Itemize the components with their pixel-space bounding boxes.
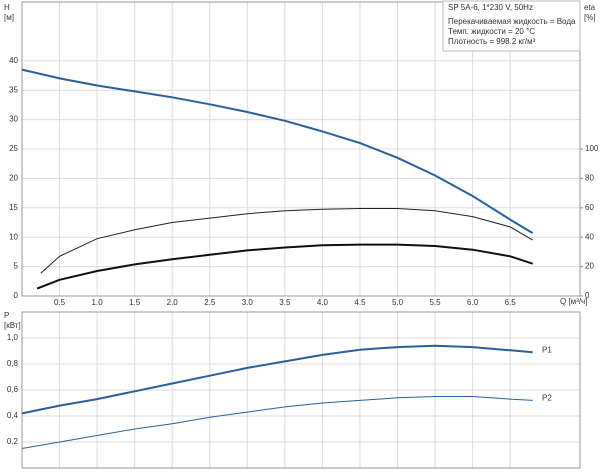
x-tick-label: 3.0	[242, 298, 254, 307]
y-tick-label: 40	[9, 56, 18, 65]
y-axis-label: [кВт]	[4, 321, 21, 330]
chart-title: SP 5A-6, 1*230 V, 50Hz	[448, 3, 533, 12]
x-tick-label: 4.5	[354, 298, 366, 307]
x-tick-label: 0.5	[54, 298, 66, 307]
y-tick-label: 0,2	[7, 437, 19, 446]
y-tick-label: 0,6	[7, 385, 19, 394]
series-line	[21, 396, 533, 449]
x-tick-label: 5.0	[392, 298, 404, 307]
y-axis-label: P	[4, 311, 9, 320]
y-tick-label: 0	[14, 291, 19, 300]
series-label: P1	[542, 345, 552, 354]
annotation: Темп. жидкости = 20 °C	[448, 27, 535, 36]
plot-layer: 0.5 1.0 1.5 2.0 2.5 3.0 3.5 4.0 4.5 5.0 5.5 6.0 6.5 0…	[7, 1, 599, 469]
y-tick-label: 5	[14, 262, 19, 271]
series-line	[40, 208, 533, 274]
y-tick-label: 20	[9, 174, 18, 183]
y2-tick-label: 20	[585, 262, 594, 271]
series-line	[36, 243, 534, 290]
y2-tick-label: 100	[585, 144, 599, 153]
y-tick-label: 0,8	[7, 359, 19, 368]
x-tick-label: 1.0	[92, 298, 104, 307]
x-tick-label: 4.0	[317, 298, 329, 307]
y2-axis-label: [%]	[584, 13, 596, 22]
x-tick-label: 6.5	[505, 298, 517, 307]
y2-tick-label: 60	[585, 203, 594, 212]
x-axis-label: Q [м³/ч]	[560, 297, 587, 306]
info-box	[442, 0, 581, 52]
x-tick-label: 6.0	[467, 298, 479, 307]
plot-frame	[21, 311, 581, 469]
y2-tick-label: 40	[585, 232, 594, 241]
y-axis-label: H	[4, 3, 10, 12]
annotation: Плотность = 998.2 кг/м³	[448, 37, 536, 46]
y-axis-label: [м]	[4, 13, 14, 22]
y-tick-label: 30	[9, 115, 18, 124]
annotation: Перекачиваемая жидкость = Вода	[448, 17, 576, 26]
y-tick-label: 0,4	[7, 411, 19, 420]
x-tick-label: 2.5	[204, 298, 216, 307]
y-tick-label: 35	[9, 85, 18, 94]
y2-axis-label: eta	[584, 3, 596, 12]
y-tick-label: 10	[9, 232, 18, 241]
y2-tick-label: 0	[585, 291, 590, 300]
plot-frame	[21, 1, 581, 297]
x-tick-label: 2.0	[167, 298, 179, 307]
y-tick-label: 25	[9, 144, 18, 153]
x-tick-label: 5.5	[429, 298, 441, 307]
series-line	[21, 68, 534, 234]
x-tick-label: 3.5	[279, 298, 291, 307]
series-label: P2	[542, 394, 552, 403]
y2-tick-label: 80	[585, 174, 594, 183]
y-tick-label: 1,0	[7, 333, 19, 342]
series-line	[21, 344, 533, 415]
y-tick-label: 15	[9, 203, 18, 212]
x-tick-label: 1.5	[129, 298, 141, 307]
